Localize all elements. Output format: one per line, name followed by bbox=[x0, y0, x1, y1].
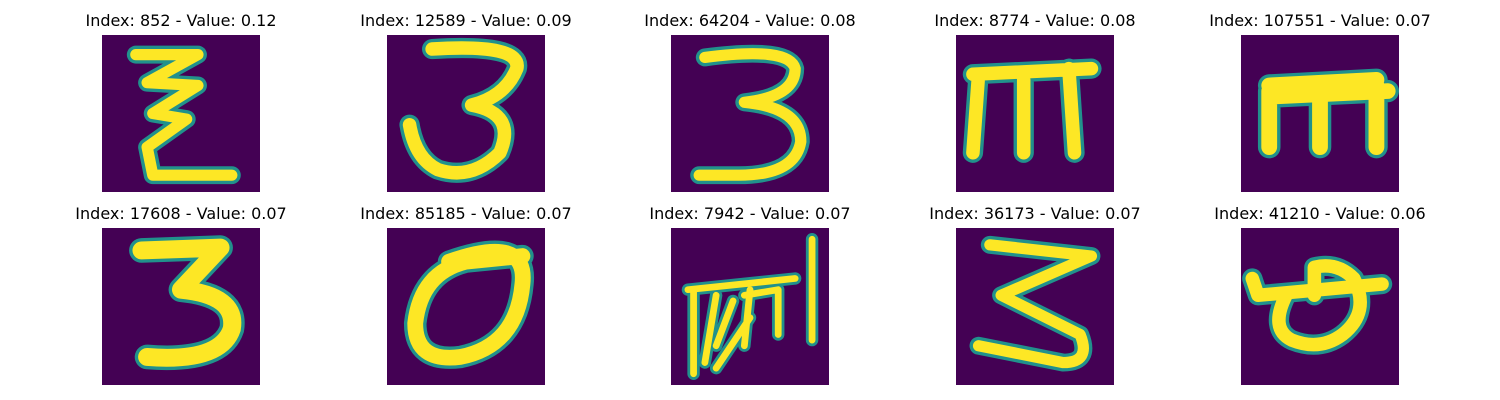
digit-image bbox=[671, 228, 829, 385]
panel-title: Index: 107551 - Value: 0.07 bbox=[1209, 11, 1431, 30]
digit-image bbox=[102, 228, 260, 385]
panel-title: Index: 8774 - Value: 0.08 bbox=[934, 11, 1136, 30]
panel-title: Index: 7942 - Value: 0.07 bbox=[649, 204, 851, 223]
panel-title: Index: 64204 - Value: 0.08 bbox=[644, 11, 856, 30]
panel-title: Index: 85185 - Value: 0.07 bbox=[360, 204, 572, 223]
digit-image bbox=[102, 35, 260, 192]
panel-title: Index: 36173 - Value: 0.07 bbox=[929, 204, 1141, 223]
digit-image bbox=[1241, 35, 1399, 192]
digit-image bbox=[956, 35, 1114, 192]
panel-title: Index: 852 - Value: 0.12 bbox=[85, 11, 277, 30]
panel-title: Index: 17608 - Value: 0.07 bbox=[75, 204, 287, 223]
digit-image bbox=[1241, 228, 1399, 385]
digit-image bbox=[671, 35, 829, 192]
digit-image bbox=[956, 228, 1114, 385]
digit-image bbox=[387, 35, 545, 192]
panel-title: Index: 12589 - Value: 0.09 bbox=[360, 11, 572, 30]
panel-title: Index: 41210 - Value: 0.06 bbox=[1214, 204, 1426, 223]
digit-image bbox=[387, 228, 545, 385]
